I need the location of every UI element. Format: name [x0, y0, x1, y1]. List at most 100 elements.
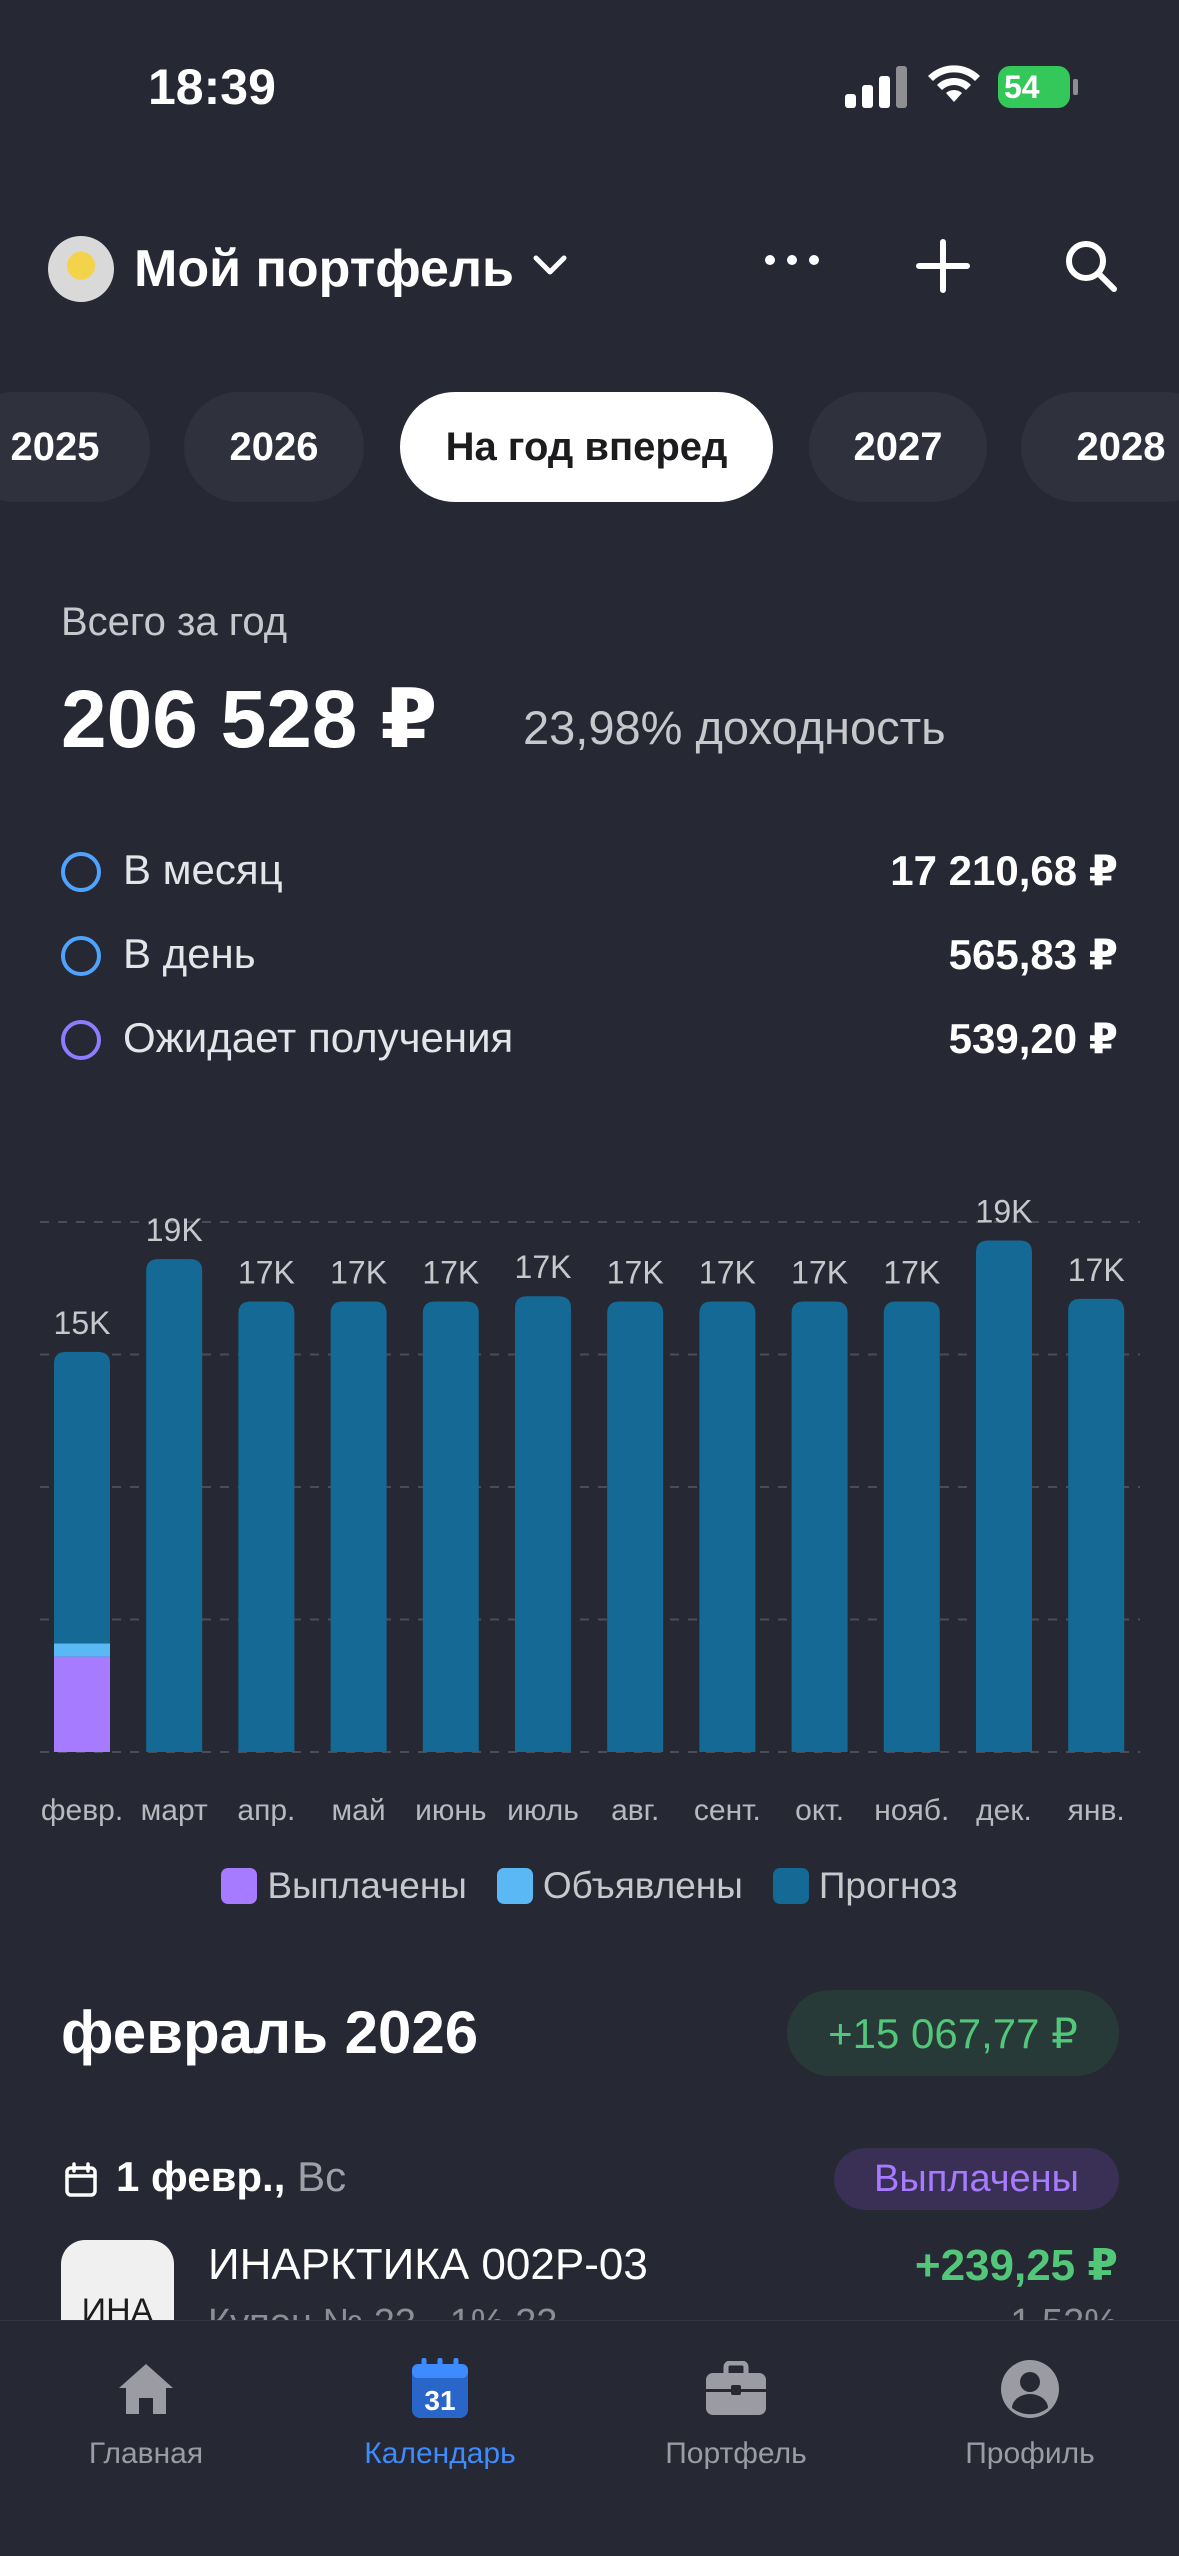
- bar-segment: [54, 1351, 110, 1644]
- tab-2025[interactable]: 2025: [0, 392, 150, 502]
- briefcase-icon: [706, 2361, 766, 2415]
- calendar-icon: 31: [412, 2358, 468, 2418]
- month-title: февраль 2026: [61, 1999, 479, 2066]
- bar-segment: [54, 1656, 110, 1752]
- bottom-nav: Главная 31 Календарь Портфель: [0, 2320, 1179, 2556]
- circle-icon: [61, 1020, 101, 1060]
- metric-label: В месяц: [123, 846, 283, 893]
- month-label: июнь: [415, 1794, 486, 1827]
- metric-per-month: В месяц 17 210,68 ₽: [61, 842, 1118, 902]
- tab-2026[interactable]: 2026: [184, 392, 364, 502]
- battery-level: 54: [998, 66, 1070, 108]
- bar-segment: [515, 1296, 571, 1752]
- bar-value-label: 17K: [422, 1255, 479, 1291]
- nav-label: Профиль: [965, 2437, 1095, 2470]
- bar-value-label: 17K: [1068, 1252, 1125, 1288]
- bar-segment: [330, 1301, 387, 1752]
- tab-year-ahead[interactable]: На год вперед: [400, 392, 773, 502]
- bar-value-label: 19K: [146, 1212, 203, 1248]
- bar-value-label: 17K: [238, 1255, 295, 1291]
- bar-value-label: 17K: [699, 1255, 756, 1291]
- bar-segment: [976, 1240, 1032, 1752]
- month-label: февр.: [41, 1794, 123, 1827]
- metric-value: 17 210,68 ₽: [890, 847, 1118, 894]
- bar-value-label: 17K: [330, 1255, 387, 1291]
- month-label: март: [141, 1794, 208, 1827]
- more-icon[interactable]: [760, 250, 824, 270]
- bar-segment: [791, 1301, 848, 1752]
- month-label: сент.: [694, 1794, 761, 1827]
- total-label: Всего за год: [61, 600, 288, 644]
- yield-text: 23,98% доходность: [523, 701, 946, 754]
- circle-icon: [61, 936, 101, 976]
- chart-legend: Выплачены Объявлены Прогноз: [0, 1858, 1179, 1914]
- legend-label: Объявлены: [542, 1865, 743, 1906]
- portfolio-title[interactable]: Мой портфель: [134, 240, 514, 298]
- search-icon[interactable]: [1063, 238, 1119, 294]
- bar-value-label: 17K: [607, 1255, 664, 1291]
- bar-segment: [699, 1301, 756, 1752]
- legend-swatch: [221, 1868, 258, 1904]
- bar-segment: [146, 1259, 203, 1752]
- tab-2028[interactable]: 2028: [1021, 392, 1179, 502]
- security-name[interactable]: ИНАРКТИКА 002Р-03: [208, 2240, 648, 2289]
- nav-calendar[interactable]: 31 Календарь: [320, 2349, 560, 2471]
- legend-label: Прогноз: [818, 1865, 958, 1906]
- wifi-icon: [928, 65, 980, 102]
- month-label: янв.: [1068, 1794, 1125, 1827]
- home-icon: [119, 2364, 173, 2414]
- nav-label: Портфель: [665, 2437, 807, 2470]
- date-weekday: Вс: [297, 2153, 347, 2200]
- bar-value-label: 17K: [883, 1255, 940, 1291]
- month-label: май: [332, 1794, 386, 1827]
- month-label: авг.: [611, 1794, 659, 1827]
- metric-pending: Ожидает получения 539,20 ₽: [61, 1010, 1118, 1070]
- date-day: 1 февр.,: [116, 2153, 286, 2200]
- payment-amount: +239,25 ₽: [914, 2241, 1118, 2290]
- portfolio-logo-icon[interactable]: [48, 236, 114, 302]
- bar-value-label: 19K: [976, 1194, 1033, 1230]
- bar-value-label: 17K: [515, 1249, 572, 1285]
- battery-indicator: 54: [998, 66, 1078, 108]
- circle-icon: [61, 852, 101, 892]
- add-icon[interactable]: [915, 238, 971, 294]
- total-value: 206 528 ₽: [61, 674, 438, 765]
- metric-label: В день: [123, 930, 256, 977]
- month-label: окт.: [795, 1794, 844, 1827]
- nav-portfolio[interactable]: Портфель: [616, 2349, 856, 2471]
- bar-segment: [883, 1301, 940, 1752]
- month-sum-badge: +15 067,77 ₽: [787, 1990, 1119, 2076]
- month-label: июль: [507, 1794, 579, 1827]
- chevron-down-icon[interactable]: [530, 250, 570, 280]
- nav-profile[interactable]: Профиль: [910, 2349, 1150, 2471]
- legend-item-announced[interactable]: Объявлены: [496, 1858, 743, 1914]
- month-label: дек.: [976, 1794, 1032, 1827]
- metric-value: 565,83 ₽: [948, 931, 1118, 978]
- tab-2027[interactable]: 2027: [809, 392, 987, 502]
- bar-segment: [54, 1643, 110, 1657]
- signal-icon: [845, 66, 907, 108]
- bar-segment: [1068, 1298, 1125, 1752]
- legend-swatch: [496, 1868, 533, 1904]
- legend-label: Выплачены: [267, 1865, 467, 1906]
- calendar-small-icon: [65, 2162, 97, 2197]
- nav-home[interactable]: Главная: [26, 2349, 266, 2471]
- bar-segment: [607, 1301, 664, 1752]
- nav-label: Главная: [88, 2437, 204, 2470]
- month-label: апр.: [237, 1794, 295, 1827]
- legend-item-forecast[interactable]: Прогноз: [772, 1858, 958, 1914]
- bar-value-label: 17K: [791, 1255, 848, 1291]
- status-badge: Выплачены: [834, 2148, 1119, 2210]
- profile-icon: [1001, 2360, 1059, 2418]
- legend-item-paid[interactable]: Выплачены: [221, 1858, 467, 1914]
- dividends-bar-chart[interactable]: 15K февр. 19K март 17K апр. 17K май 17K июнь 17K ию…: [0, 1170, 1179, 1890]
- metric-value: 539,20 ₽: [948, 1015, 1118, 1062]
- status-time: 18:39: [148, 59, 276, 115]
- bar-value-label: 15K: [54, 1305, 111, 1341]
- bar-segment: [238, 1301, 295, 1752]
- month-label: нояб.: [874, 1794, 949, 1827]
- metric-per-day: В день 565,83 ₽: [61, 926, 1118, 986]
- nav-label: Календарь: [364, 2437, 516, 2470]
- metric-label: Ожидает получения: [123, 1014, 514, 1061]
- legend-swatch: [772, 1868, 809, 1904]
